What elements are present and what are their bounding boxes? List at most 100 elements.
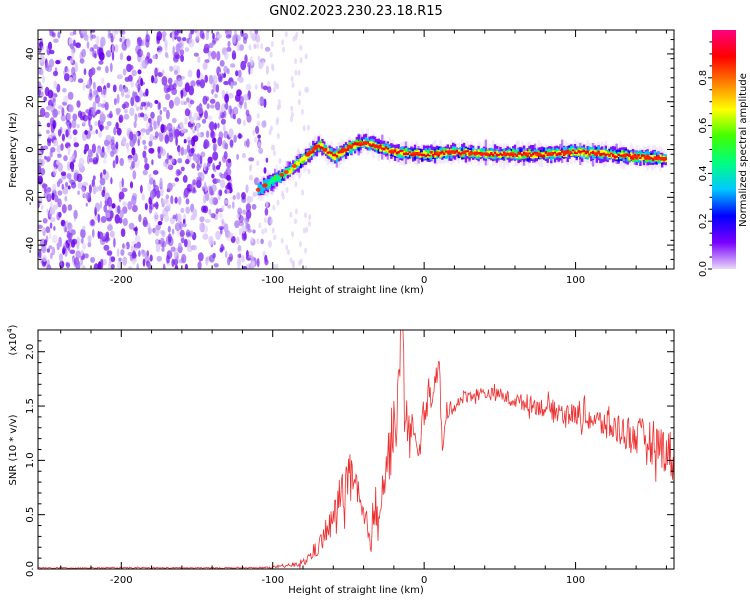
noise-cell <box>126 142 129 150</box>
noise-cell <box>180 100 185 106</box>
noise-cell <box>50 217 56 223</box>
noise-cell <box>202 62 208 70</box>
noise-cell <box>121 88 125 98</box>
noise-cell <box>138 112 141 118</box>
ridge-cell <box>439 151 442 155</box>
noise-cell <box>248 165 252 172</box>
ridge-peak <box>357 141 363 146</box>
noise-cell <box>157 49 162 55</box>
ridge-peak <box>283 170 289 174</box>
ridge-cell <box>430 151 433 154</box>
noise-cell <box>100 121 104 126</box>
noise-cell <box>91 34 96 39</box>
ridge-peak <box>411 151 417 156</box>
ridge-peak <box>416 151 422 156</box>
ridge-cell <box>428 147 431 157</box>
noise-cell <box>265 157 269 163</box>
noise-cell <box>156 31 163 41</box>
noise-cell <box>179 121 184 128</box>
noise-cell <box>129 131 134 141</box>
noise-cell <box>126 55 132 62</box>
noise-cell <box>52 204 58 211</box>
noise-cell <box>65 181 69 188</box>
noise-cell <box>155 238 160 245</box>
ridge-cell <box>366 141 369 144</box>
noise-cell <box>205 192 210 202</box>
noise-cell <box>154 120 161 129</box>
ridge-peak <box>389 149 395 154</box>
noise-cell <box>215 84 220 93</box>
noise-cell <box>167 225 171 233</box>
noise-cell <box>219 247 224 253</box>
noise-cell <box>171 32 175 43</box>
noise-cell <box>122 218 128 227</box>
colorbar-ticks: 0.0 0.2 0.4 0.6 0.8 <box>698 41 712 277</box>
noise-cell <box>179 221 183 231</box>
noise-cell <box>89 219 96 227</box>
snr-ylabel: SNR (10 * v/v) <box>8 414 19 485</box>
noise-cell <box>94 94 100 104</box>
ridge-cell <box>604 151 607 156</box>
noise-cell <box>84 253 89 259</box>
noise-cell <box>131 160 136 169</box>
noise-cell <box>104 101 109 111</box>
noise-cell <box>39 54 45 63</box>
ridge-cell <box>437 153 440 157</box>
x-tick-label: -100 <box>261 575 284 586</box>
noise-cell <box>53 101 56 106</box>
noise-cell <box>49 117 55 126</box>
noise-cell <box>212 197 219 206</box>
noise-cell <box>213 146 217 153</box>
ridge-cell <box>352 143 355 146</box>
noise-cell <box>132 91 135 101</box>
noise-cell <box>67 145 71 156</box>
noise-cell <box>237 244 242 251</box>
noise-cell <box>88 184 92 194</box>
noise-cell <box>107 33 112 39</box>
noise-cell <box>103 204 107 213</box>
noise-cell <box>304 247 308 254</box>
noise-cell <box>196 164 202 170</box>
noise-cell <box>148 147 155 154</box>
noise-cell <box>229 139 234 149</box>
noise-cell <box>212 37 217 44</box>
noise-cell <box>72 129 78 136</box>
noise-cell <box>71 66 76 76</box>
noise-cell <box>209 74 214 85</box>
noise-cell <box>77 110 83 118</box>
noise-cell <box>168 99 174 109</box>
noise-cell <box>89 47 94 52</box>
noise-cell <box>134 95 140 103</box>
noise-cell <box>199 79 206 89</box>
ridge-cell <box>621 152 624 157</box>
noise-cell <box>142 169 148 176</box>
noise-cell <box>38 224 43 229</box>
noise-cell <box>97 213 101 223</box>
noise-cell <box>65 262 71 268</box>
ridge-cell <box>628 154 631 160</box>
noise-cell <box>232 195 236 200</box>
ridge-cell <box>597 150 600 154</box>
ridge-cell <box>515 149 518 157</box>
noise-cell <box>48 58 55 68</box>
noise-cell <box>64 195 68 202</box>
noise-cell <box>139 112 145 118</box>
ridge-cell <box>332 154 335 157</box>
noise-cell <box>59 261 63 268</box>
noise-cell <box>170 195 174 205</box>
noise-cell <box>58 178 63 184</box>
noise-cell <box>84 130 88 135</box>
ridge-peak <box>631 154 637 159</box>
noise-cell <box>237 207 243 216</box>
noise-cell <box>161 30 167 38</box>
ridge-peak <box>291 164 297 168</box>
noise-cell <box>46 122 51 128</box>
noise-cell <box>136 263 139 269</box>
noise-cell <box>82 121 87 126</box>
ridge-cell <box>659 154 662 160</box>
noise-cell <box>252 191 258 197</box>
noise-cell <box>41 45 44 51</box>
noise-cell <box>164 205 170 212</box>
ridge-cell <box>490 152 493 156</box>
y-tick-label: 40 <box>25 48 36 61</box>
